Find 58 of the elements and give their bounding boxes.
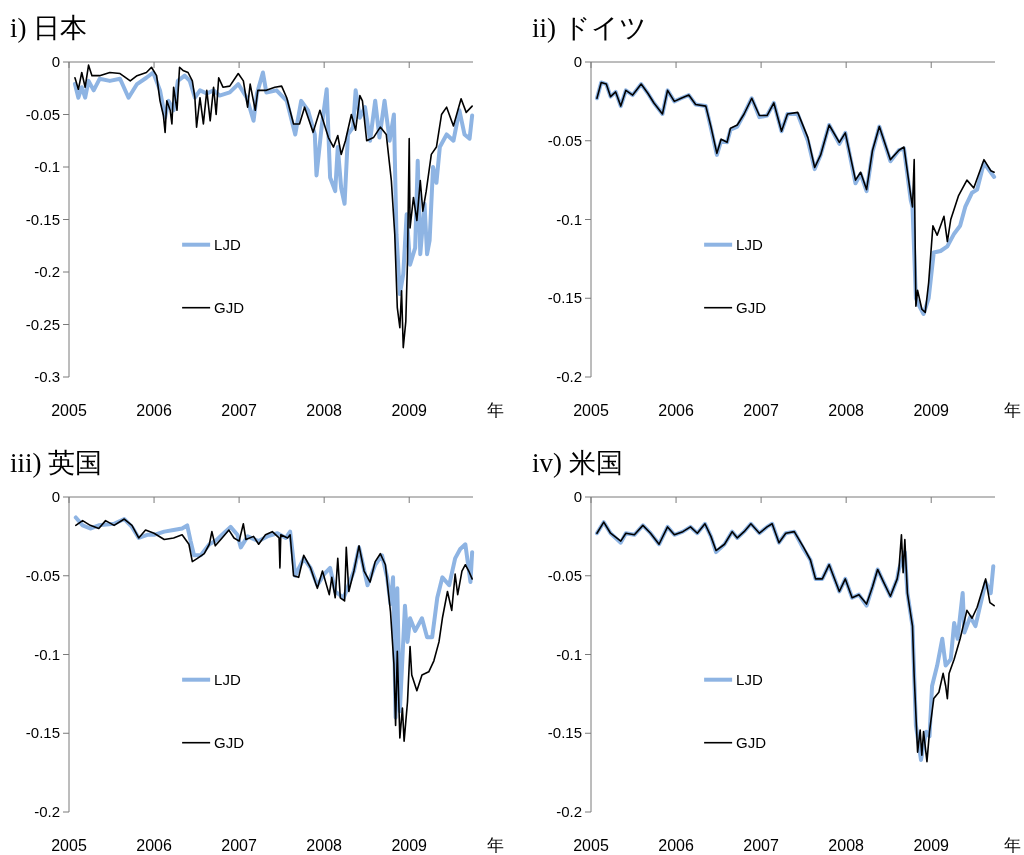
legend-label: LJD bbox=[736, 235, 763, 253]
x-tick-label: 2008 bbox=[828, 402, 865, 419]
y-tick-label: -0.15 bbox=[25, 724, 60, 742]
x-tick-label: 2007 bbox=[221, 837, 257, 854]
chart-title: ii) ドイツ bbox=[532, 13, 647, 43]
chart-title: i) 日本 bbox=[10, 13, 88, 43]
x-tick-label: 2005 bbox=[573, 402, 609, 419]
y-tick-label: -0.1 bbox=[34, 645, 60, 663]
y-tick-label: -0.2 bbox=[34, 803, 60, 820]
legend-label: LJD bbox=[214, 670, 241, 688]
legend-label: LJD bbox=[214, 235, 241, 253]
x-tick-label: 2007 bbox=[221, 402, 257, 419]
y-tick-label: -0.1 bbox=[556, 210, 582, 228]
y-tick-label: -0.25 bbox=[25, 315, 60, 333]
y-tick-label: -0.1 bbox=[34, 158, 60, 175]
x-tick-label: 2007 bbox=[743, 402, 779, 419]
legend-label: GJD bbox=[214, 733, 245, 751]
y-tick-label: 0 bbox=[51, 53, 60, 70]
y-tick-label: -0.2 bbox=[556, 803, 582, 820]
y-tick-label: -0.15 bbox=[25, 210, 60, 228]
x-tick-label: 2005 bbox=[51, 837, 87, 854]
y-tick-label: -0.05 bbox=[547, 131, 582, 149]
x-axis-title: 年 bbox=[486, 836, 504, 855]
x-tick-label: 2005 bbox=[573, 837, 609, 854]
y-tick-label: -0.05 bbox=[25, 566, 60, 584]
legend-label: GJD bbox=[736, 298, 767, 316]
x-tick-label: 2009 bbox=[391, 402, 428, 419]
x-axis-title: 年 bbox=[486, 401, 504, 420]
x-tick-label: 2006 bbox=[136, 402, 172, 419]
y-tick-label: -0.2 bbox=[556, 368, 582, 385]
x-axis-title: 年 bbox=[1003, 401, 1021, 420]
legend-label: LJD bbox=[736, 670, 763, 688]
x-tick-label: 2009 bbox=[913, 837, 950, 854]
x-tick-label: 2008 bbox=[828, 837, 865, 854]
legend-label: GJD bbox=[736, 733, 767, 751]
x-tick-label: 2008 bbox=[306, 837, 343, 854]
x-tick-label: 2006 bbox=[136, 837, 172, 854]
x-tick-label: 2008 bbox=[306, 402, 343, 419]
y-tick-label: 0 bbox=[573, 53, 582, 70]
y-tick-label: -0.3 bbox=[34, 368, 60, 385]
y-tick-label: -0.15 bbox=[547, 724, 582, 742]
y-tick-label: -0.2 bbox=[34, 263, 60, 280]
legend-label: GJD bbox=[214, 298, 245, 316]
y-tick-label: 0 bbox=[51, 488, 60, 505]
x-tick-label: 2009 bbox=[391, 837, 428, 854]
chart-title: iii) 英国 bbox=[10, 448, 103, 478]
x-tick-label: 2009 bbox=[913, 402, 950, 419]
chart-title: iv) 米国 bbox=[532, 448, 623, 478]
x-axis-title: 年 bbox=[1003, 836, 1021, 855]
y-tick-label: -0.05 bbox=[25, 105, 60, 123]
x-tick-label: 2006 bbox=[658, 402, 694, 419]
y-tick-label: -0.1 bbox=[556, 645, 582, 663]
x-tick-label: 2005 bbox=[51, 402, 87, 419]
x-tick-label: 2007 bbox=[743, 837, 779, 854]
x-tick-label: 2006 bbox=[658, 837, 694, 854]
y-tick-label: -0.05 bbox=[547, 566, 582, 584]
y-tick-label: 0 bbox=[573, 488, 582, 505]
y-tick-label: -0.15 bbox=[547, 289, 582, 307]
